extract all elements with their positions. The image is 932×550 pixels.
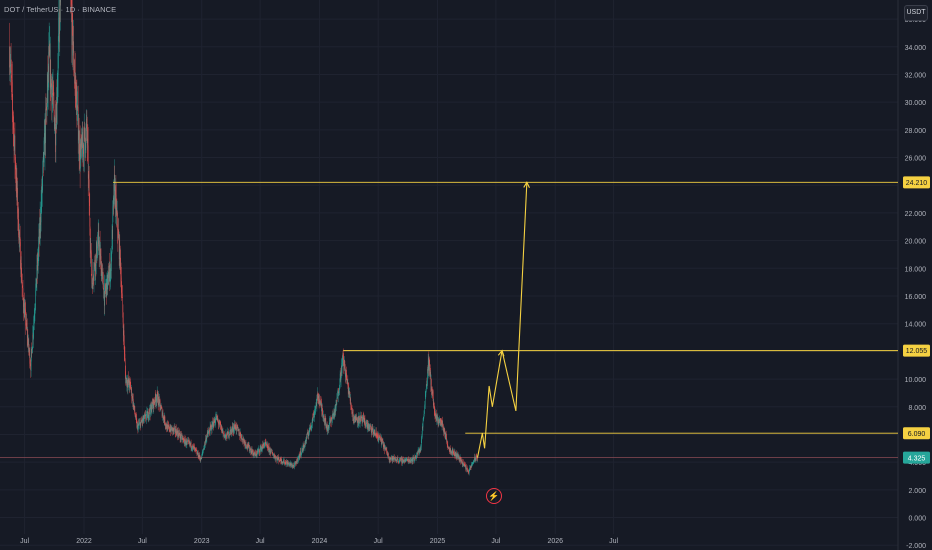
- x-tick-label: 2023: [194, 538, 210, 545]
- y-tick-label: 14.000: [905, 322, 927, 329]
- projection-arrowhead: [497, 349, 505, 357]
- x-tick-label: Jul: [138, 538, 147, 545]
- x-tick-label: Jul: [256, 538, 265, 545]
- level-price-label: 24.210: [906, 180, 928, 187]
- x-tick-label: Jul: [20, 538, 29, 545]
- projection-path[interactable]: [476, 182, 528, 458]
- x-tick-label: Jul: [491, 538, 500, 545]
- y-tick-label: 0.000: [908, 516, 926, 523]
- y-tick-label: 26.000: [905, 156, 927, 163]
- x-tick-label: Jul: [609, 538, 618, 545]
- currency-button[interactable]: USDT: [904, 5, 928, 21]
- y-tick-label: 18.000: [905, 266, 927, 273]
- x-tick-label: Jul: [374, 538, 383, 545]
- level-price-label: 12.055: [906, 348, 928, 355]
- y-tick-label: 22.000: [905, 211, 927, 218]
- level-price-tag: [903, 427, 930, 440]
- y-tick-label: 2.000: [908, 488, 926, 495]
- projection-arrowhead: [523, 181, 530, 188]
- x-tick-label: 2026: [547, 538, 563, 545]
- y-tick-label: 8.000: [908, 405, 926, 412]
- y-tick-label: 30.000: [905, 100, 927, 107]
- lightning-icon[interactable]: ⚡: [486, 488, 502, 504]
- y-tick-label: 34.000: [905, 45, 927, 52]
- price-axis[interactable]: [898, 0, 932, 550]
- y-tick-label: 10.000: [905, 377, 927, 384]
- candles: [9, 0, 478, 476]
- level-price-tag: [903, 176, 930, 189]
- current-price-tag: [903, 451, 930, 464]
- y-tick-label: 16.000: [905, 294, 927, 301]
- x-tick-label: 2024: [312, 538, 328, 545]
- level-price-tag: [903, 344, 930, 357]
- level-price-label: 6.090: [908, 431, 926, 438]
- x-tick-label: 2025: [430, 538, 446, 545]
- y-tick-label: 32.000: [905, 72, 927, 79]
- y-tick-label: 20.000: [905, 239, 927, 246]
- symbol-title: DOT / TetherUS · 1D · BINANCE: [4, 5, 117, 14]
- current-price-label: 4.325: [908, 455, 926, 462]
- y-tick-label: 28.000: [905, 128, 927, 135]
- x-tick-label: 2022: [76, 538, 92, 545]
- y-tick-label: -2.000: [906, 543, 926, 550]
